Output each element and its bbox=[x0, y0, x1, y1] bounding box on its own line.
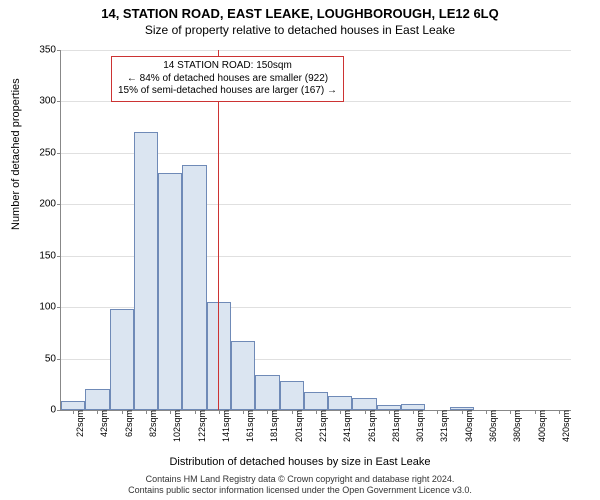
xtick-label: 380sqm bbox=[506, 410, 522, 442]
xtick-label: 42sqm bbox=[93, 410, 109, 437]
ytick-label: 300 bbox=[39, 96, 61, 107]
xtick-label: 82sqm bbox=[142, 410, 158, 437]
chart-title: 14, STATION ROAD, EAST LEAKE, LOUGHBOROU… bbox=[0, 0, 600, 21]
annotation-line2: ← 84% of detached houses are smaller (92… bbox=[118, 73, 337, 86]
ytick-label: 250 bbox=[39, 147, 61, 158]
xtick-label: 221sqm bbox=[312, 410, 328, 442]
xtick-label: 22sqm bbox=[69, 410, 85, 437]
histogram-bar bbox=[255, 375, 279, 410]
xtick-label: 340sqm bbox=[458, 410, 474, 442]
xtick-label: 141sqm bbox=[215, 410, 231, 442]
marker-line bbox=[218, 50, 219, 410]
xtick-label: 360sqm bbox=[482, 410, 498, 442]
xtick-label: 62sqm bbox=[118, 410, 134, 437]
histogram-bar bbox=[61, 401, 85, 410]
ytick-label: 50 bbox=[45, 353, 61, 364]
ytick-label: 100 bbox=[39, 302, 61, 313]
histogram-bar bbox=[134, 132, 158, 410]
xtick-label: 281sqm bbox=[385, 410, 401, 442]
histogram-bar bbox=[110, 309, 134, 410]
ytick-label: 150 bbox=[39, 250, 61, 261]
annotation-line1: 14 STATION ROAD: 150sqm bbox=[118, 60, 337, 73]
histogram-bar bbox=[352, 398, 376, 410]
xtick-label: 301sqm bbox=[409, 410, 425, 442]
gridline bbox=[61, 50, 571, 51]
ytick-label: 350 bbox=[39, 45, 61, 56]
annotation-line3: 15% of semi-detached houses are larger (… bbox=[118, 85, 337, 98]
xtick-label: 261sqm bbox=[361, 410, 377, 442]
gridline bbox=[61, 101, 571, 102]
xtick-label: 122sqm bbox=[191, 410, 207, 442]
plot-area: 05010015020025030035022sqm42sqm62sqm82sq… bbox=[60, 50, 571, 411]
xtick-label: 102sqm bbox=[166, 410, 182, 442]
x-axis-label: Distribution of detached houses by size … bbox=[0, 456, 600, 468]
xtick-label: 161sqm bbox=[239, 410, 255, 442]
footer-line1: Contains HM Land Registry data © Crown c… bbox=[0, 474, 600, 485]
histogram-bar bbox=[280, 381, 304, 410]
xtick-label: 400sqm bbox=[531, 410, 547, 442]
xtick-label: 181sqm bbox=[263, 410, 279, 442]
footer-line2: Contains public sector information licen… bbox=[0, 485, 600, 496]
ytick-label: 200 bbox=[39, 199, 61, 210]
histogram-bar bbox=[328, 396, 352, 410]
xtick-label: 241sqm bbox=[336, 410, 352, 442]
histogram-bar bbox=[207, 302, 231, 410]
xtick-label: 321sqm bbox=[433, 410, 449, 442]
chart-container: 14, STATION ROAD, EAST LEAKE, LOUGHBOROU… bbox=[0, 0, 600, 500]
footer-text: Contains HM Land Registry data © Crown c… bbox=[0, 474, 600, 496]
histogram-bar bbox=[158, 173, 182, 410]
xtick-label: 420sqm bbox=[555, 410, 571, 442]
histogram-bar bbox=[182, 165, 206, 410]
histogram-bar bbox=[231, 341, 255, 410]
chart-subtitle: Size of property relative to detached ho… bbox=[0, 21, 600, 37]
ytick-label: 0 bbox=[50, 405, 61, 416]
annotation-box: 14 STATION ROAD: 150sqm← 84% of detached… bbox=[111, 56, 344, 102]
y-axis-label: Number of detached properties bbox=[10, 78, 22, 230]
xtick-label: 201sqm bbox=[288, 410, 304, 442]
histogram-bar bbox=[304, 392, 328, 411]
histogram-bar bbox=[85, 389, 109, 410]
